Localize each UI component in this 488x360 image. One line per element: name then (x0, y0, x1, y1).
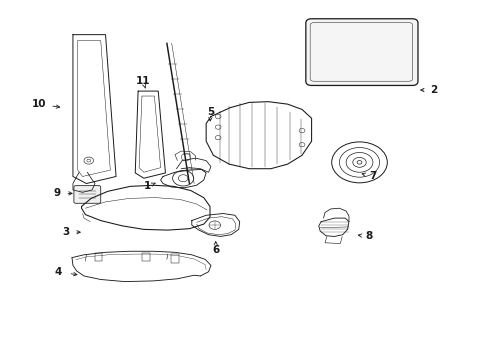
Text: 5: 5 (207, 107, 214, 117)
Text: 4: 4 (55, 267, 62, 277)
Text: 11: 11 (135, 76, 150, 86)
Text: 9: 9 (53, 188, 60, 198)
Text: 3: 3 (62, 227, 70, 237)
FancyBboxPatch shape (142, 253, 150, 261)
Text: 8: 8 (365, 231, 372, 242)
Text: 7: 7 (368, 171, 376, 181)
FancyBboxPatch shape (74, 186, 101, 203)
Text: 1: 1 (144, 181, 151, 192)
Text: 6: 6 (212, 245, 219, 255)
Text: 2: 2 (429, 85, 437, 95)
Text: 10: 10 (32, 99, 46, 109)
FancyBboxPatch shape (171, 254, 179, 262)
FancyBboxPatch shape (305, 19, 417, 85)
FancyBboxPatch shape (94, 253, 102, 261)
